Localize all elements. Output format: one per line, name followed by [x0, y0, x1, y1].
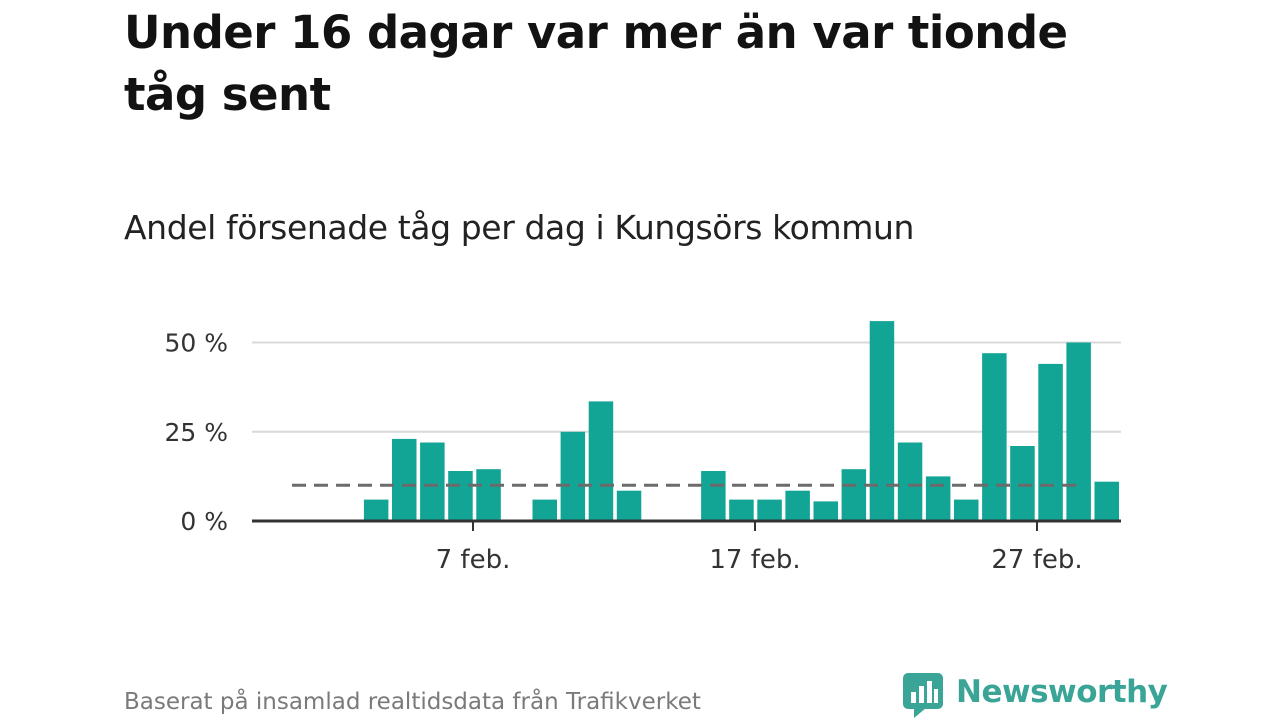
bar	[588, 401, 614, 521]
bar	[420, 442, 445, 521]
bar	[532, 499, 557, 521]
bar	[616, 490, 642, 521]
bar	[757, 499, 782, 521]
bar	[954, 499, 979, 521]
bar	[1010, 446, 1035, 521]
bar	[897, 442, 923, 521]
bar	[841, 469, 867, 521]
newsworthy-logo: Newsworthy	[902, 670, 1168, 720]
y-tick-label: 50 %	[164, 329, 228, 358]
bar	[448, 471, 473, 521]
bar	[1066, 342, 1091, 521]
bar	[701, 471, 726, 521]
bar	[869, 321, 895, 521]
bar	[476, 469, 501, 521]
bar	[1038, 363, 1063, 521]
chart-title: Under 16 dagar var mer än var tionde tåg…	[124, 6, 1068, 121]
bar	[560, 431, 586, 522]
newsworthy-logo-icon	[903, 673, 943, 718]
bar	[392, 438, 417, 521]
chart-subtitle: Andel försenade tåg per dag i Kungsörs k…	[124, 208, 914, 247]
bar	[925, 476, 951, 521]
x-tick-label: 7 feb.	[436, 545, 511, 575]
x-tick-label: 27 feb.	[991, 545, 1082, 575]
bar	[363, 499, 389, 521]
bar	[1094, 481, 1119, 521]
bar	[785, 490, 810, 521]
source-note: Baserat på insamlad realtidsdata från Tr…	[124, 689, 701, 715]
bar	[729, 499, 754, 521]
bar	[813, 501, 838, 521]
bar	[982, 353, 1007, 521]
brand-name: Newsworthy	[956, 674, 1168, 710]
y-tick-label: 25 %	[164, 418, 228, 447]
x-tick-label: 17 feb.	[709, 545, 800, 575]
y-tick-label: 0 %	[180, 507, 228, 536]
